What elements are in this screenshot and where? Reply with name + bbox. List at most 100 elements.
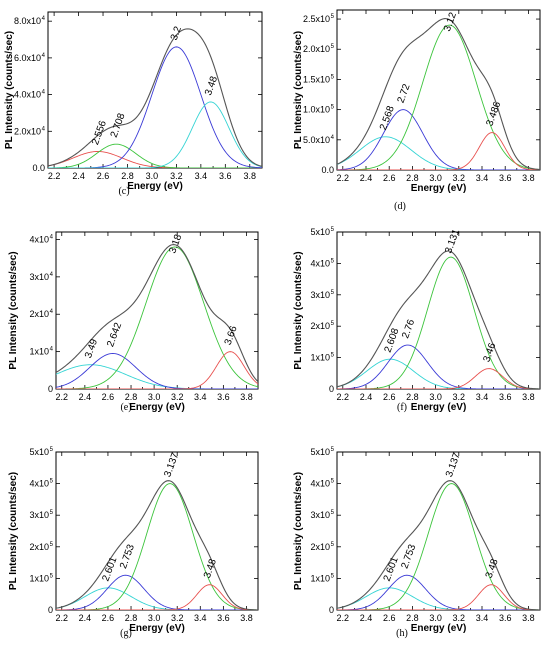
- x-tick-label: 2.6: [97, 171, 110, 181]
- y-tick-exponent: 5: [50, 542, 54, 548]
- plot-frame: [47, 11, 263, 169]
- y-tick-label: 2x10: [29, 309, 49, 319]
- panel-label: (h): [396, 628, 408, 639]
- y-tick-label: 5x10: [310, 447, 330, 457]
- x-tick-label: 3.4: [195, 171, 208, 181]
- x-axis-label: Energy (eV): [411, 402, 467, 413]
- y-tick-exponent: 5: [50, 573, 54, 579]
- envelope-curve: [48, 28, 262, 167]
- y-tick-exponent: 5: [331, 479, 335, 485]
- y-tick-exponent: 5: [331, 542, 335, 548]
- component-peak-curve-4: [337, 368, 540, 389]
- x-tick-label: 2.2: [337, 173, 350, 183]
- y-tick-label: 0.0: [321, 165, 334, 175]
- component-peak-curve-3: [56, 483, 258, 610]
- y-tick-label: 0: [329, 384, 334, 394]
- x-axis-label: Energy (eV): [127, 181, 183, 192]
- x-tick-label: 2.2: [337, 392, 350, 402]
- x-tick-label: 2.8: [121, 171, 134, 181]
- x-tick-label: 3.4: [476, 392, 489, 402]
- x-tick-label: 3.2: [171, 392, 184, 402]
- peak-label: 3.48: [203, 74, 220, 96]
- peak-label: 2.753: [118, 543, 137, 571]
- x-tick-label: 2.2: [56, 392, 69, 402]
- component-peak-curve-4: [337, 584, 540, 610]
- x-tick-label: 3.4: [194, 392, 207, 402]
- plot-frame: [336, 451, 541, 611]
- component-peak-curve-1: [337, 358, 540, 389]
- x-tick-label: 2.8: [125, 613, 138, 623]
- y-axis-label: PL Intensity (counts/sec): [293, 472, 304, 590]
- x-tick-label: 3.0: [148, 613, 161, 623]
- y-tick-exponent: 5: [331, 74, 335, 80]
- y-tick-label: 0: [48, 605, 53, 615]
- y-tick-exponent: 4: [42, 16, 46, 22]
- envelope-curve: [56, 480, 258, 610]
- x-tick-label: 3.0: [429, 173, 442, 183]
- plot-frame: [55, 231, 259, 390]
- x-axis-label: Energy (eV): [129, 402, 185, 413]
- y-tick-exponent: 5: [331, 290, 335, 296]
- x-tick-label: 2.2: [56, 613, 69, 623]
- peak-label: 3.137: [444, 451, 463, 479]
- y-tick-label: 2.0x10: [303, 44, 330, 54]
- x-tick-label: 2.6: [383, 173, 396, 183]
- curves: [56, 480, 258, 610]
- plot-frame: [55, 451, 259, 611]
- panel-label: (c): [118, 186, 129, 197]
- x-tick-label: 2.8: [406, 613, 419, 623]
- y-tick-label: 3x10: [310, 290, 330, 300]
- x-tick-label: 3.8: [240, 392, 253, 402]
- peak-label: 2.753: [399, 543, 418, 571]
- y-axis-label: PL Intensity (counts/sec): [8, 472, 19, 590]
- x-tick-label: 2.4: [360, 173, 373, 183]
- x-axis-label: Energy (eV): [411, 183, 467, 194]
- curves: [337, 480, 540, 610]
- component-peak-curve-4: [56, 351, 258, 389]
- x-tick-label: 2.4: [360, 392, 373, 402]
- component-peak-curve-3: [56, 246, 258, 389]
- y-axis-label: PL Intensity (counts/sec): [293, 31, 304, 149]
- curves: [337, 18, 540, 170]
- x-tick-label: 3.6: [499, 173, 512, 183]
- x-tick-label: 3.4: [476, 173, 489, 183]
- x-tick-label: 3.8: [522, 173, 535, 183]
- y-tick-label: 3x10: [310, 510, 330, 520]
- y-tick-label: 6.0x10: [14, 53, 41, 63]
- y-tick-label: 8.0x10: [14, 16, 41, 26]
- curves: [337, 250, 540, 389]
- component-peak-curve-4: [48, 101, 262, 168]
- x-tick-label: 3.0: [146, 171, 159, 181]
- y-tick-exponent: 5: [331, 44, 335, 50]
- x-tick-label: 3.6: [217, 392, 230, 402]
- y-tick-exponent: 5: [331, 14, 335, 20]
- y-tick-label: 1x10: [310, 573, 330, 583]
- x-tick-label: 3.8: [240, 613, 253, 623]
- x-tick-label: 3.2: [453, 613, 466, 623]
- y-tick-label: 1.0x10: [303, 105, 330, 115]
- x-tick-label: 2.4: [79, 613, 92, 623]
- y-axis-label: PL Intensity (counts/sec): [8, 251, 19, 369]
- y-tick-exponent: 4: [331, 135, 335, 141]
- component-peak-curve-3: [48, 46, 262, 168]
- y-tick-exponent: 4: [42, 126, 46, 132]
- y-tick-label: 4x10: [29, 234, 49, 244]
- y-tick-label: 0: [48, 384, 53, 394]
- x-tick-label: 3.2: [170, 171, 183, 181]
- component-peak-curve-1: [56, 587, 258, 610]
- y-tick-exponent: 5: [331, 447, 335, 453]
- y-tick-label: 5x10: [29, 447, 49, 457]
- plot-frame: [336, 9, 541, 171]
- y-tick-label: 3x10: [29, 272, 49, 282]
- y-tick-exponent: 5: [331, 510, 335, 516]
- x-tick-label: 2.2: [337, 613, 350, 623]
- x-tick-label: 3.8: [244, 171, 257, 181]
- component-peak-curve-4: [56, 584, 258, 610]
- y-tick-exponent: 4: [50, 234, 54, 240]
- envelope-curve: [337, 480, 540, 610]
- y-tick-exponent: 4: [42, 90, 46, 96]
- y-tick-label: 2.5x10: [303, 14, 330, 24]
- peak-label: 3.2: [169, 25, 184, 42]
